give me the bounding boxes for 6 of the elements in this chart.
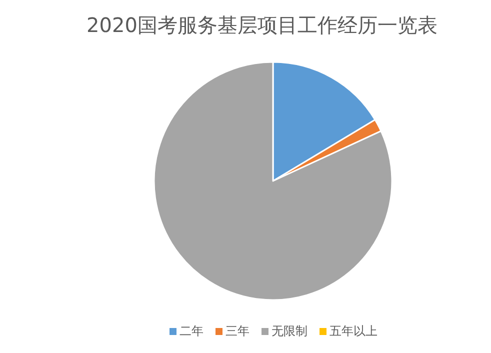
pie-slice [153, 61, 393, 301]
legend-label: 无限制 [272, 324, 308, 338]
legend-label: 三年 [226, 324, 250, 338]
legend-label: 二年 [180, 324, 204, 338]
chart-title: 2020国考服务基层项目工作经历一览表 [86, 13, 438, 37]
legend-label: 五年以上 [330, 324, 378, 338]
